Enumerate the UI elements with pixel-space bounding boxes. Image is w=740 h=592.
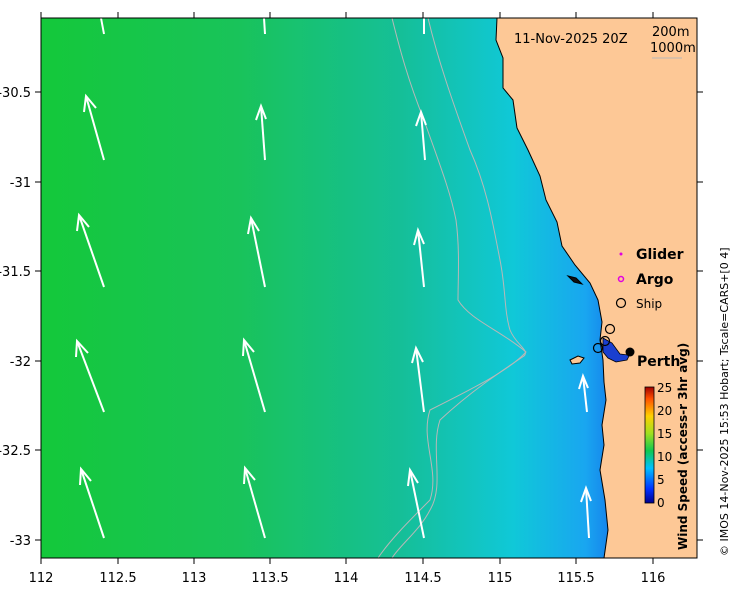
colorbar-tick: 0 (657, 496, 665, 510)
wind-arrow (255, 103, 267, 161)
x-tick-label: 115 (488, 571, 513, 586)
x-tick-labels: 112 112.5 113 113.5 114 114.5 115 115.5 … (29, 571, 666, 586)
y-tick-labels: -30.5 -31 -31.5 -32 -32.5 -33 (0, 86, 31, 549)
x-tick-label: 114.5 (404, 571, 441, 586)
wind-arrow (578, 373, 589, 413)
contour-label-1000m: 1000m (650, 41, 696, 56)
y-tick-label: -30.5 (0, 86, 31, 101)
glider-legend-label: Glider (636, 247, 684, 263)
plot-frame (40, 17, 698, 559)
y-axis (35, 91, 703, 541)
wind-arrow (100, 17, 105, 35)
colorbar-label: Wind Speed (access-r 3hr avg) (676, 343, 690, 550)
ship-marker (599, 335, 611, 347)
y-tick-label: -31 (10, 176, 31, 191)
colorbar-tick: 10 (657, 450, 672, 464)
ship-markers (592, 323, 616, 354)
argo-legend-label: Argo (636, 272, 674, 288)
x-axis (40, 12, 654, 564)
y-tick-label: -33 (10, 534, 31, 549)
glider-legend-marker (619, 252, 623, 256)
colorbar-ticks: 25 20 15 10 5 0 (657, 381, 672, 510)
x-tick-label: 112.5 (99, 571, 136, 586)
wind-arrow (75, 338, 105, 413)
contour-label-200m: 200m (652, 25, 689, 40)
map-title: 11-Nov-2025 20Z (514, 32, 628, 47)
wind-arrow (76, 212, 105, 288)
colorbar-tick: 5 (657, 473, 665, 487)
wind-arrow (580, 485, 592, 539)
perth-marker (625, 347, 635, 357)
colorbar (644, 386, 655, 504)
wind-arrow (242, 337, 266, 413)
x-tick-label: 113 (182, 571, 207, 586)
wind-arrow (413, 226, 425, 288)
colorbar-tick: 25 (657, 381, 672, 395)
city-label: Perth (637, 354, 680, 370)
x-tick-label: 115.5 (557, 571, 594, 586)
wind-arrow (415, 109, 427, 161)
wind-arrow (247, 215, 266, 288)
contour-1000m (391, 17, 526, 559)
ship-legend-label: Ship (636, 297, 662, 311)
argo-legend-marker (617, 275, 625, 283)
wind-arrow (407, 467, 425, 539)
x-tick-label: 112 (29, 571, 54, 586)
y-tick-label: -32 (10, 355, 31, 370)
y-tick-label: -32.5 (0, 444, 31, 459)
x-tick-label: 113.5 (251, 571, 288, 586)
credit-text: © IMOS 14-Nov-2025 15:53 Hobart; Tscale=… (718, 247, 731, 556)
y-tick-label: -31.5 (0, 265, 31, 280)
x-tick-label: 116 (641, 571, 666, 586)
colorbar-tick: 15 (657, 427, 672, 441)
colorbar-tick: 20 (657, 404, 672, 418)
x-tick-label: 114 (334, 571, 359, 586)
wind-vectors (75, 17, 592, 539)
ship-marker (592, 342, 604, 354)
ship-marker (604, 323, 616, 335)
ship-legend-marker (615, 297, 627, 309)
wind-arrow (263, 17, 266, 35)
wind-arrow (83, 93, 105, 161)
island (569, 355, 585, 365)
wind-arrow (79, 466, 105, 539)
wind-arrow (411, 345, 425, 413)
island (566, 275, 584, 285)
wind-arrow (243, 465, 266, 539)
